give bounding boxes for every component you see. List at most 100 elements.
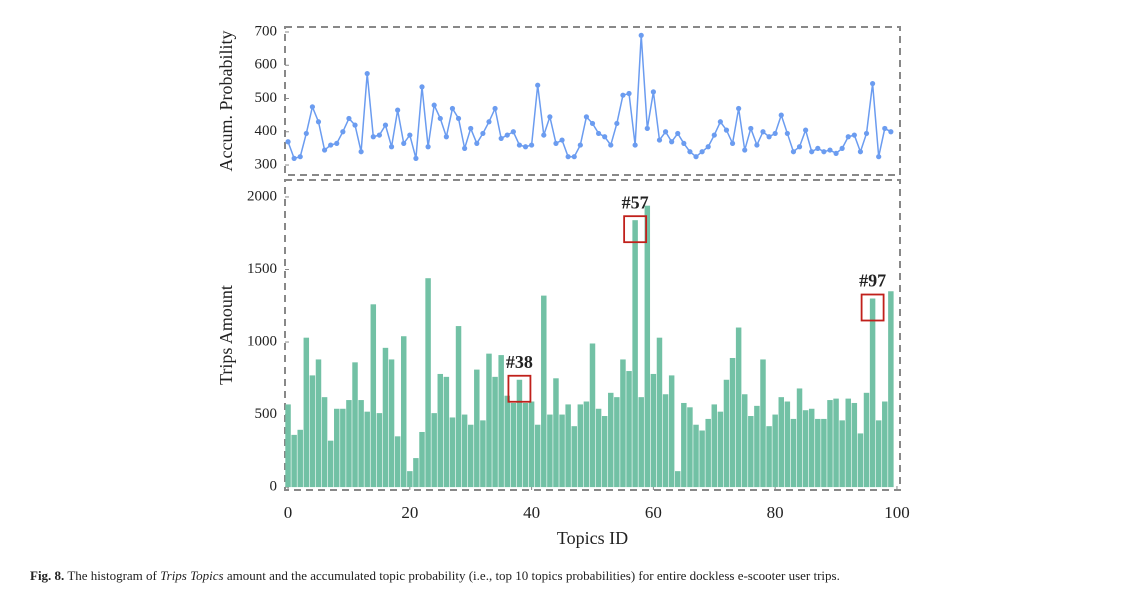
point [346, 115, 352, 122]
bar [291, 434, 297, 488]
y-tick-label: 700 [255, 23, 278, 39]
point [778, 112, 784, 118]
bar [748, 416, 754, 488]
y-tick-label: 300 [255, 156, 278, 172]
x-tick-label: 80 [767, 503, 784, 522]
bar [668, 375, 675, 488]
bar [888, 291, 894, 488]
point [790, 149, 797, 155]
bar [626, 371, 632, 488]
point [736, 105, 742, 112]
caption-text: The histogram of [67, 568, 157, 583]
point [486, 119, 492, 125]
point [687, 149, 693, 155]
bar [504, 395, 510, 488]
point [492, 105, 498, 112]
bar [467, 424, 474, 488]
point [833, 150, 839, 156]
point [693, 154, 699, 160]
point [784, 130, 790, 137]
bar [534, 424, 541, 488]
caption-label: Fig. 8. [30, 568, 65, 583]
bar [644, 205, 651, 488]
point [742, 147, 748, 153]
y-tick-label: 400 [255, 123, 278, 139]
bar [705, 418, 711, 488]
caption: Fig. 8. The histogram of Trips Topics am… [30, 568, 1120, 584]
point [358, 149, 364, 155]
bar [285, 404, 291, 488]
bar [589, 343, 596, 488]
point [449, 105, 456, 112]
point [352, 122, 358, 128]
point [498, 135, 504, 142]
annotation-box [507, 374, 532, 403]
point [681, 140, 687, 147]
bar [650, 373, 657, 488]
point [565, 154, 571, 160]
bar [352, 362, 358, 488]
bar [309, 375, 316, 488]
point [480, 130, 486, 137]
point [407, 132, 413, 138]
bar [851, 402, 858, 488]
bar [547, 414, 553, 488]
point [717, 119, 723, 125]
bar [863, 392, 870, 488]
point [340, 129, 346, 135]
point [809, 149, 815, 155]
point [760, 129, 766, 135]
bar [632, 220, 638, 488]
bar [681, 402, 687, 488]
x-tick-label: 20 [401, 503, 418, 522]
point [888, 129, 894, 135]
bar [382, 347, 389, 488]
point [729, 140, 736, 147]
point [553, 140, 559, 147]
y-tick-label: 500 [255, 90, 278, 106]
point [577, 142, 583, 148]
point [863, 130, 870, 137]
bar [827, 400, 833, 488]
point [675, 130, 681, 137]
bar [370, 304, 377, 488]
point [857, 149, 864, 155]
bar [620, 359, 626, 488]
bar [802, 410, 809, 488]
point [632, 142, 638, 148]
bar [735, 327, 742, 488]
caption-italic: Trips Topics [160, 568, 224, 583]
point [845, 134, 851, 140]
point [626, 90, 632, 97]
bar [638, 397, 644, 488]
point [504, 132, 510, 138]
point [796, 144, 803, 150]
bar [443, 376, 450, 488]
annotation-box [860, 293, 885, 322]
bar [510, 402, 517, 488]
point [821, 149, 827, 155]
bar [297, 429, 303, 488]
point [815, 145, 821, 151]
point [772, 130, 778, 137]
bar [741, 394, 748, 488]
bar [601, 416, 608, 488]
x-tick-label: 40 [523, 503, 540, 522]
point [437, 115, 443, 122]
point [285, 139, 291, 145]
point [705, 144, 711, 150]
point [638, 32, 644, 38]
caption-text: amount and the accumulated topic probabi… [226, 568, 840, 583]
bar [358, 400, 364, 488]
point [882, 125, 888, 132]
point [602, 134, 608, 140]
bar [327, 440, 334, 488]
bar [821, 418, 827, 488]
point [589, 120, 596, 127]
point [650, 89, 656, 95]
bar [772, 414, 778, 488]
bar [437, 373, 444, 488]
bar [334, 408, 340, 488]
point [620, 92, 626, 98]
bar [796, 388, 803, 488]
